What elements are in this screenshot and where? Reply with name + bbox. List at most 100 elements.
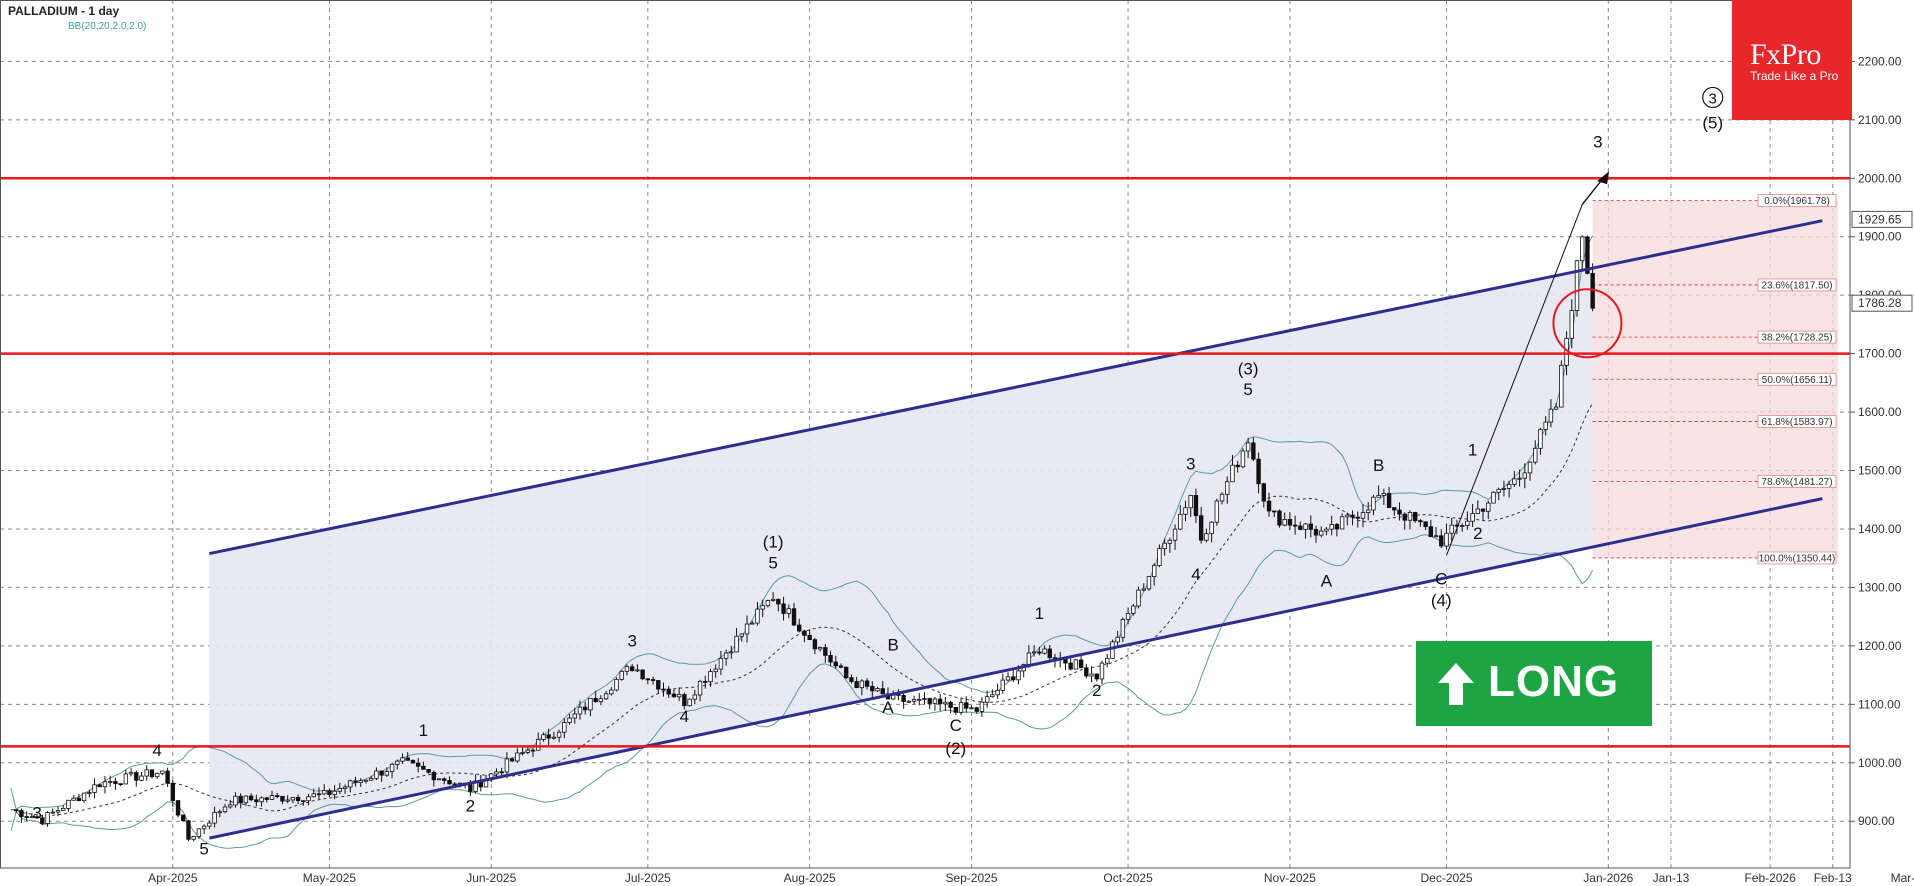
candle-body [556, 731, 562, 738]
breakout-highlight-circle [1552, 288, 1623, 359]
candle-body [1120, 619, 1126, 638]
candle-body [243, 795, 249, 804]
fibonacci-label: 61.8%(1583.97) [1761, 417, 1832, 428]
candle-body [765, 600, 771, 607]
candle-body [661, 688, 666, 691]
candle-body [118, 783, 123, 786]
candle-body [650, 679, 656, 681]
fibonacci-label: 78.6%(1481.27) [1761, 477, 1832, 488]
candle-body [990, 694, 995, 698]
candle-body [290, 796, 296, 801]
candle-body [1522, 472, 1527, 479]
y-tick-label: 1200.00 [1858, 639, 1902, 653]
candle-body [1089, 673, 1094, 677]
candle-body [708, 671, 713, 683]
candle-body [76, 797, 82, 802]
candle-body [1272, 510, 1277, 513]
candle-body [1423, 521, 1428, 528]
fibonacci-label: 100.0%(1350.44) [1759, 553, 1836, 564]
candle-body [337, 788, 343, 792]
candle-body [901, 694, 906, 702]
candle-body [170, 782, 176, 802]
candle-body [332, 790, 337, 795]
candle-body [979, 701, 985, 712]
candle-body [1412, 512, 1418, 522]
candle-body [295, 796, 301, 802]
candle-body [1141, 588, 1146, 591]
candle-body [1115, 636, 1120, 643]
candle-body [306, 796, 311, 802]
candle-body [875, 688, 880, 692]
candle-body [1496, 488, 1501, 493]
candle-body [760, 605, 765, 610]
wave-label: (3) [1238, 360, 1259, 379]
x-tick-label: Nov-2025 [1264, 871, 1316, 885]
wave-label: (2) [945, 739, 966, 758]
candle-body [1397, 509, 1402, 515]
candle-body [1256, 458, 1261, 485]
candle-body [697, 680, 703, 696]
candle-body [1506, 483, 1512, 489]
candle-body [937, 698, 943, 705]
candle-body [233, 795, 238, 806]
wave-label-circle [1702, 86, 1724, 109]
candle-body [593, 698, 598, 703]
candle-body [1428, 526, 1434, 538]
candle-body [389, 763, 395, 773]
candle-body [640, 669, 645, 680]
candle-body [1266, 500, 1272, 512]
wave-label: 2 [466, 796, 475, 815]
candle-body [1105, 657, 1110, 664]
y-tick-label: 1500.00 [1858, 464, 1902, 478]
candle-body [635, 669, 640, 672]
candle-body [744, 623, 750, 635]
candle-body [447, 780, 452, 785]
candle-body [19, 810, 24, 817]
wave-label: 3 [1709, 90, 1717, 107]
candle-body [24, 816, 29, 818]
candle-body [275, 795, 280, 798]
candle-body [1308, 523, 1313, 530]
candle-body [588, 698, 593, 711]
candle-body [368, 777, 374, 781]
candle-body [984, 696, 990, 703]
candle-body [927, 698, 932, 704]
candle-body [546, 734, 551, 739]
candle-body [1219, 493, 1225, 502]
fibonacci-label-box [1757, 330, 1837, 344]
candle-body [1183, 507, 1188, 515]
candle-body [849, 677, 854, 682]
candle-body [1376, 495, 1381, 498]
candle-body [530, 749, 536, 752]
wave-label: C [1435, 570, 1447, 589]
impulse-trend-line [1446, 204, 1583, 556]
y-tick-label: 2000.00 [1858, 171, 1902, 185]
candle-body [1480, 508, 1486, 512]
candle-body [687, 698, 692, 707]
candle-body [619, 670, 624, 680]
fibonacci-label-box [1757, 278, 1837, 292]
candle-body [964, 702, 969, 709]
candle-body [515, 752, 520, 762]
candle-body [1407, 512, 1413, 521]
wave-label: 3 [627, 631, 636, 650]
candle-body [280, 795, 285, 802]
x-tick-label: Apr-2025 [148, 871, 198, 885]
candle-body [212, 812, 217, 824]
candle-body [802, 630, 807, 636]
candle-body [629, 666, 635, 672]
candle-body [1068, 662, 1073, 670]
candle-body [175, 800, 181, 816]
candle-body [269, 795, 275, 800]
candle-body [1543, 421, 1548, 430]
candle-body [238, 795, 243, 804]
candle-body [1381, 493, 1387, 496]
candle-body [1402, 513, 1407, 521]
candle-body [1559, 364, 1564, 408]
wave-label: 3 [1593, 132, 1602, 151]
candle-body [1444, 532, 1449, 547]
candle-body [431, 771, 437, 781]
candle-body [1580, 236, 1585, 262]
candle-body [1198, 515, 1204, 541]
